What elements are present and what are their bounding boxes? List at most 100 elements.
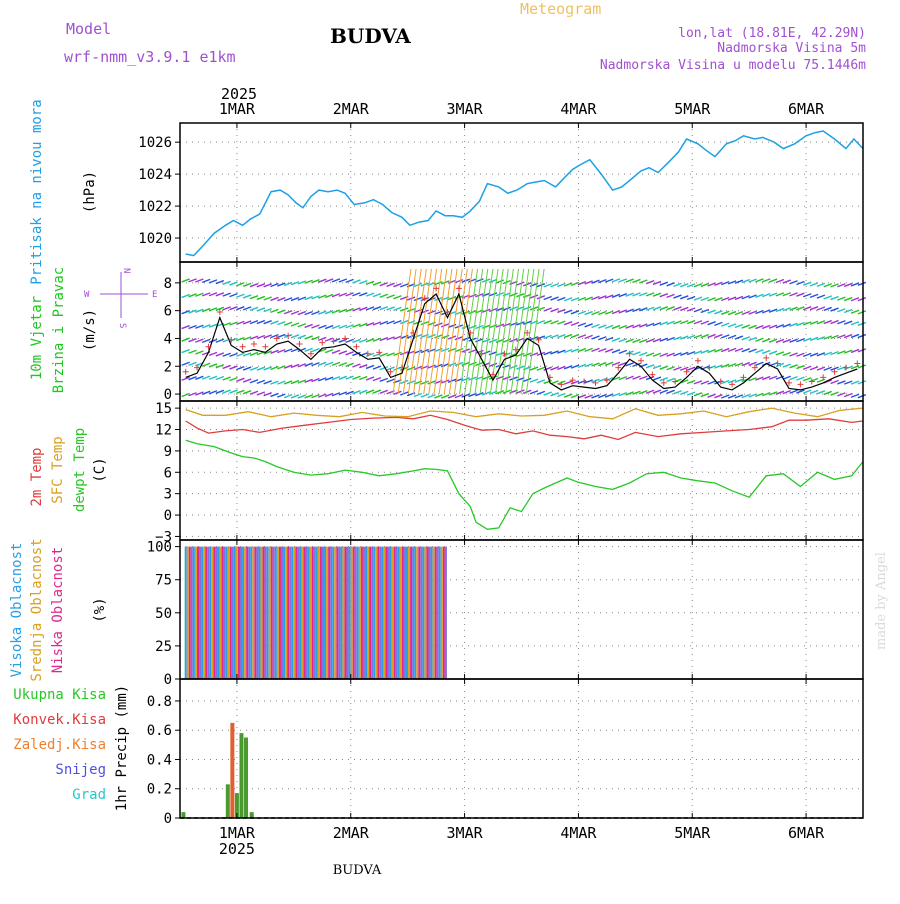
- wind-direction-mark: [331, 349, 341, 354]
- wind-direction-mark: [645, 338, 655, 343]
- wind-direction-mark: [700, 296, 710, 302]
- wind-direction-mark: [700, 320, 710, 325]
- wind-direction-mark: [311, 279, 320, 284]
- y-tick-label: 4: [164, 331, 172, 347]
- wind-direction-mark: [229, 365, 238, 370]
- wind-direction-mark: [591, 295, 600, 301]
- wind-direction-mark: [468, 324, 477, 330]
- footer-city: BUDVA: [333, 863, 382, 878]
- wind-direction-mark: [481, 375, 491, 380]
- wind-direction-mark: [400, 379, 409, 385]
- wind-direction-mark: [188, 309, 197, 314]
- wind-direction-mark: [693, 308, 703, 313]
- wind-direction-mark: [652, 352, 662, 357]
- wind-direction-mark: [843, 308, 853, 314]
- wind-direction-mark: [222, 389, 231, 394]
- wind-direction-mark: [830, 366, 839, 371]
- legend-snow: Snijeg: [55, 762, 106, 778]
- wind-direction-mark: [604, 348, 614, 353]
- wind-direction-mark: [809, 366, 819, 371]
- wind-direction-mark: [181, 348, 190, 354]
- compass-n: N: [121, 268, 131, 273]
- wind-direction-mark: [249, 295, 259, 300]
- wind-direction-mark: [755, 392, 764, 398]
- wind-gust-mark: [490, 371, 497, 378]
- y-tick-label: 12: [155, 423, 172, 439]
- wind-direction-mark: [270, 365, 279, 371]
- wind-direction-mark: [563, 321, 573, 326]
- wind-direction-mark: [611, 278, 621, 283]
- y-tick-label: 0.8: [147, 694, 172, 710]
- wind-direction-mark: [796, 364, 805, 370]
- wind-direction-mark: [290, 334, 300, 339]
- wind-direction-mark: [331, 309, 341, 314]
- wind-gust-hatch: [479, 268, 499, 395]
- wind-direction-mark: [700, 392, 710, 398]
- wind-direction-mark: [768, 338, 778, 343]
- wind-direction-mark: [686, 366, 696, 371]
- wind-direction-mark: [543, 351, 552, 356]
- wind-direction-mark: [557, 349, 566, 354]
- wind-direction-mark: [714, 281, 723, 286]
- wind-direction-mark: [400, 283, 409, 288]
- wind-unit: (m/s): [82, 309, 98, 351]
- wind-direction-mark: [686, 295, 696, 301]
- wind-direction-mark: [324, 361, 334, 366]
- wind-direction-mark: [365, 364, 375, 370]
- wind-direction-mark: [495, 279, 505, 284]
- wind-direction-mark: [338, 375, 348, 380]
- wind-direction-mark: [789, 364, 798, 369]
- wind-speed-line: [185, 292, 858, 391]
- wind-direction-mark: [345, 307, 354, 313]
- wind-direction-mark: [577, 322, 587, 327]
- wind-direction-mark: [338, 308, 348, 313]
- top-day-label: 6MAR: [788, 100, 825, 118]
- wind-direction-mark: [850, 321, 860, 326]
- wind-direction-mark: [372, 389, 382, 394]
- wind-direction-mark: [686, 379, 696, 385]
- wind-direction-mark: [857, 281, 867, 286]
- wind-direction-mark: [195, 278, 204, 283]
- wind-direction-mark: [604, 361, 614, 366]
- wind-direction-mark: [789, 280, 798, 285]
- wind-direction-mark: [454, 278, 464, 284]
- wind-direction-mark: [550, 350, 559, 355]
- wind-direction-mark: [796, 306, 805, 311]
- wind-gust-mark: [421, 295, 428, 302]
- wind-direction-mark: [721, 296, 730, 302]
- y-tick-label: 0: [164, 387, 172, 403]
- precip-bar: [244, 737, 249, 818]
- wind-direction-mark: [563, 348, 573, 354]
- wind-direction-mark: [468, 376, 477, 381]
- y-tick-label: 3: [164, 487, 172, 503]
- wind-direction-mark: [420, 380, 429, 385]
- wind-direction-mark: [693, 283, 703, 288]
- wind-direction-mark: [830, 319, 839, 325]
- wind-direction-mark: [741, 336, 750, 341]
- wind-direction-mark: [823, 295, 832, 300]
- wind-direction-mark: [618, 375, 628, 381]
- wind-direction-mark: [481, 338, 491, 343]
- wind-direction-mark: [857, 321, 867, 327]
- wind-direction-mark: [796, 321, 805, 327]
- wind-direction-mark: [625, 375, 634, 380]
- wind-direction-mark: [222, 376, 231, 381]
- wind-direction-mark: [632, 292, 641, 297]
- wind-direction-mark: [604, 324, 614, 330]
- wind-direction-mark: [761, 349, 771, 355]
- wind-direction-mark: [666, 293, 675, 299]
- wind-direction-mark: [509, 376, 518, 381]
- wind-direction-mark: [632, 278, 641, 284]
- wind-direction-mark: [570, 321, 580, 327]
- wind-direction-mark: [550, 320, 559, 325]
- wind-direction-mark: [816, 320, 826, 325]
- wind-direction-mark: [598, 361, 607, 367]
- wind-direction-mark: [229, 352, 238, 358]
- wind-direction-mark: [666, 320, 675, 325]
- wind-direction-mark: [666, 306, 675, 311]
- wind-direction-mark: [386, 352, 395, 357]
- wind-direction-mark: [297, 394, 307, 399]
- wind-direction-mark: [598, 347, 607, 353]
- wind-direction-mark: [570, 380, 580, 385]
- wind-direction-mark: [249, 366, 259, 371]
